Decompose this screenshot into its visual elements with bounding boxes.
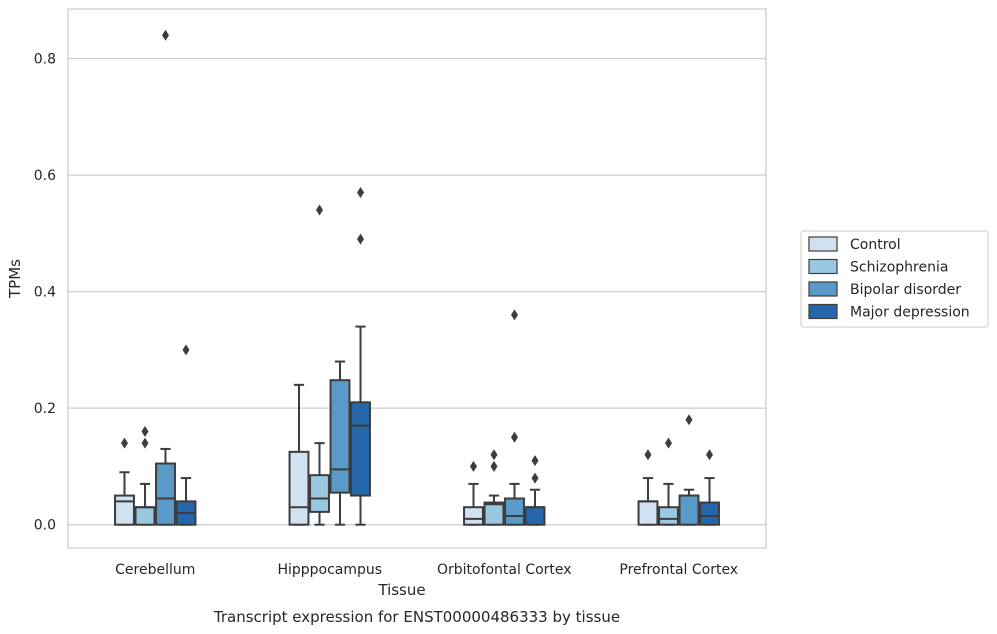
box-major-depression	[350, 187, 371, 526]
outlier-point	[511, 431, 519, 443]
box-iqr	[637, 500, 659, 526]
box-iqr	[155, 462, 176, 526]
box-control	[114, 437, 135, 526]
box-iqr	[114, 494, 135, 526]
outlier-point	[664, 437, 672, 449]
box-control	[288, 383, 310, 526]
y-tick-label: 0.4	[34, 285, 56, 301]
outlier-point	[162, 29, 170, 41]
x-tick-label: Orbitofontal Cortex	[437, 562, 572, 578]
chart-caption: Transcript expression for ENST0000048633…	[213, 608, 620, 626]
legend-swatch	[808, 303, 838, 320]
plot-area-frame	[67, 8, 767, 549]
legend-label: Control	[850, 237, 901, 253]
box-iqr	[678, 494, 700, 526]
box-schizophrenia	[309, 204, 330, 526]
legend-label: Bipolar disorder	[850, 282, 961, 298]
outlier-point	[120, 437, 128, 449]
box-schizophrenia	[483, 449, 505, 526]
y-tick-label: 0.0	[34, 518, 56, 534]
x-axis-title: Tissue	[377, 581, 425, 599]
y-tick-label: 0.8	[34, 52, 56, 68]
box-iqr	[658, 506, 679, 526]
outlier-point	[141, 437, 149, 449]
box-bipolar-disorder	[678, 414, 700, 526]
box-iqr	[329, 379, 351, 494]
outlier-point	[706, 449, 714, 461]
legend-frame	[800, 230, 989, 328]
box-schizophrenia	[658, 437, 679, 526]
boxes-layer	[114, 29, 720, 526]
outlier-point	[685, 414, 693, 426]
box-schizophrenia	[134, 425, 156, 526]
box-bipolar-disorder	[329, 360, 351, 526]
x-tick-label: Hipppocampus	[277, 562, 382, 578]
box-major-depression	[175, 344, 197, 526]
outlier-point	[531, 455, 539, 467]
box-iqr	[134, 506, 156, 526]
y-axis-title: TPMs	[6, 259, 24, 299]
legend: Control Schizophrenia Bipolar disorder Majo…	[800, 230, 989, 328]
box-iqr	[309, 474, 330, 513]
box-bipolar-disorder	[155, 29, 176, 526]
outlier-point	[141, 425, 149, 437]
legend-swatch	[808, 281, 838, 297]
y-tick-label: 0.2	[34, 401, 56, 417]
box-iqr	[699, 501, 720, 526]
x-tick-label: Prefrontal Cortex	[619, 562, 738, 578]
outlier-point	[469, 460, 477, 472]
gridlines	[68, 57, 766, 526]
outlier-point	[357, 187, 365, 199]
box-major-depression	[699, 449, 720, 526]
x-tick-label: Cerebellum	[115, 562, 195, 578]
y-tick-label: 0.6	[34, 168, 56, 184]
box-iqr	[288, 450, 310, 526]
box-bipolar-disorder	[504, 309, 525, 526]
box-iqr	[504, 497, 525, 526]
legend-label: Major depression	[850, 305, 970, 321]
legend-swatch	[808, 258, 838, 275]
outlier-point	[357, 233, 365, 245]
outlier-point	[644, 449, 652, 461]
box-major-depression	[524, 455, 546, 526]
box-iqr	[463, 506, 484, 526]
legend-label: Schizophrenia	[850, 260, 948, 276]
x-axis-ticks: Cerebellum Hipppocampus Orbitofontal Corte…	[115, 562, 738, 578]
outlier-point	[511, 309, 519, 321]
box-control	[637, 449, 659, 526]
box-iqr	[483, 501, 505, 526]
outlier-point	[490, 460, 498, 472]
outlier-point	[531, 472, 539, 484]
box-iqr	[350, 401, 371, 497]
outlier-point	[315, 204, 323, 216]
box-control	[463, 460, 484, 526]
outlier-point	[182, 344, 190, 356]
legend-swatch	[808, 236, 838, 252]
y-axis-ticks: 0.0 0.2 0.4 0.6 0.8	[34, 52, 56, 534]
outlier-point	[490, 449, 498, 461]
box-iqr	[524, 506, 546, 526]
